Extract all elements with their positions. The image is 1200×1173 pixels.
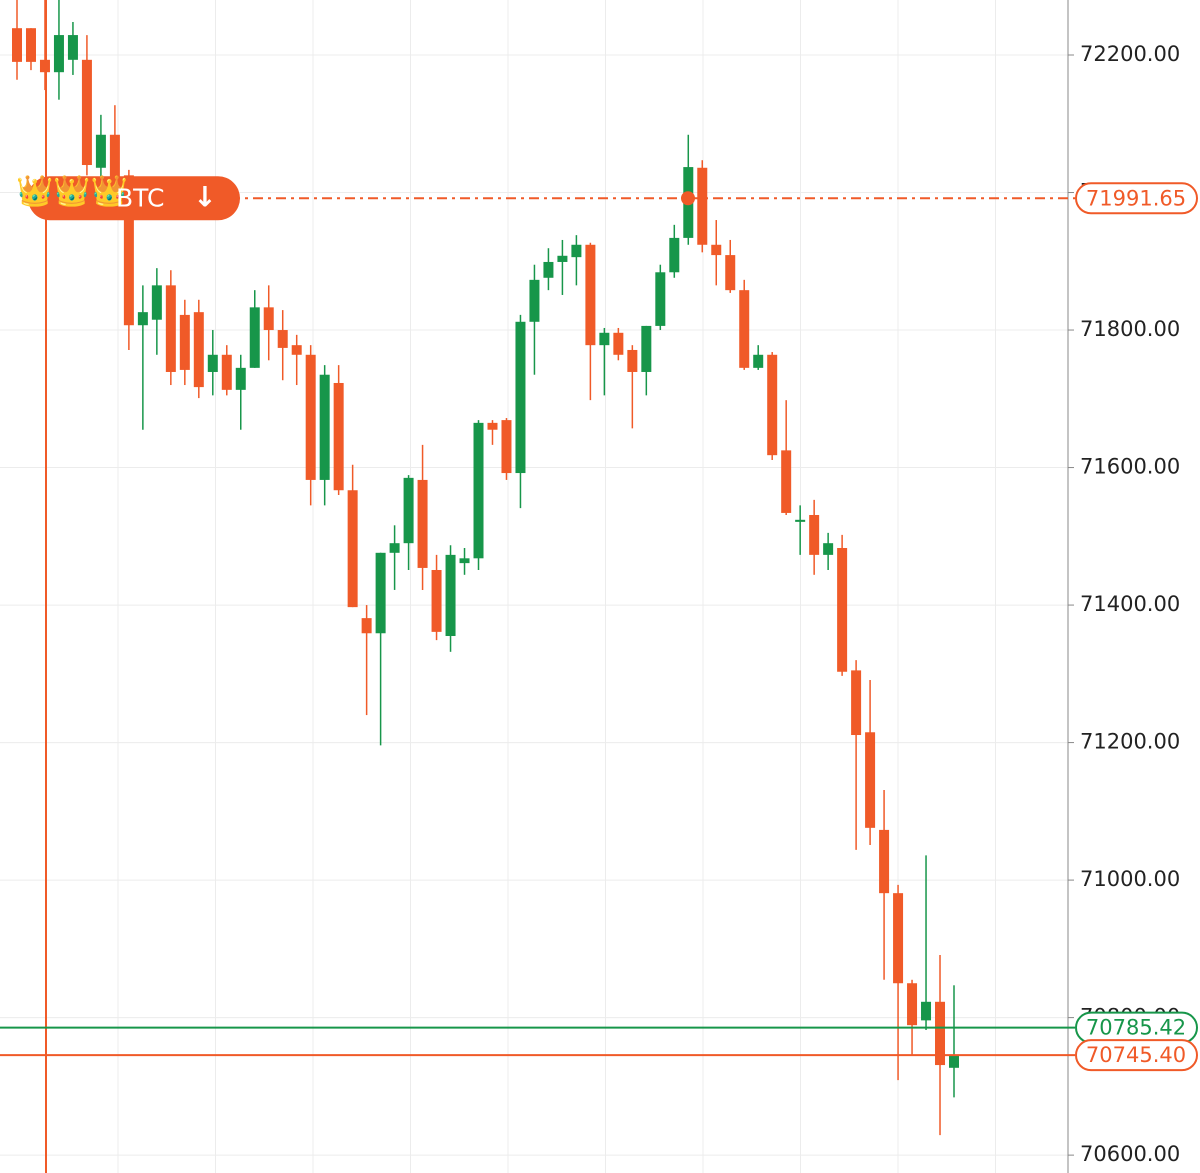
candle-body	[445, 554, 456, 637]
candle-body	[795, 519, 806, 522]
candle-body	[739, 290, 750, 368]
candle-body	[935, 1001, 946, 1066]
candle-body	[137, 312, 148, 326]
candle-body	[431, 569, 442, 632]
candle-body	[823, 543, 834, 555]
candle-body	[459, 558, 470, 564]
price-marker	[681, 191, 695, 206]
candle-body	[781, 450, 792, 513]
candle-body	[67, 35, 78, 60]
candle-body	[291, 345, 302, 355]
candle-body	[25, 28, 36, 62]
candle-body	[697, 167, 708, 245]
y-tick-label: 71400.00	[1080, 592, 1180, 616]
candle-body	[851, 670, 862, 736]
price-label: 70785.42	[1086, 1016, 1186, 1040]
badge-icon: 👑👑👑	[16, 174, 128, 209]
candle-body	[921, 1001, 932, 1021]
price-label-box	[1075, 1039, 1198, 1072]
candle-body	[473, 422, 484, 559]
candle-body	[865, 732, 876, 828]
candle-body	[711, 244, 722, 256]
candle-body	[529, 279, 540, 322]
candle-body	[753, 354, 764, 368]
candle-body	[12, 28, 22, 62]
candle-body	[333, 382, 344, 491]
candle-body	[725, 255, 736, 291]
candle-body	[263, 307, 274, 331]
candle-body	[193, 312, 204, 388]
candle-body	[487, 422, 498, 430]
candle-body	[151, 285, 162, 320]
candle-body	[165, 285, 176, 372]
candle-body	[557, 255, 568, 262]
candle-body	[949, 1055, 959, 1068]
candle-body	[123, 175, 134, 326]
candle-body	[893, 893, 904, 984]
candle-body	[837, 547, 848, 672]
candle-body	[207, 354, 218, 372]
candle-body	[235, 367, 246, 390]
candle-body	[347, 490, 358, 608]
candle-body	[277, 330, 288, 348]
y-tick-label: 70600.00	[1080, 1142, 1180, 1166]
candle-body	[403, 477, 414, 544]
candle-body	[361, 618, 372, 634]
candle-body	[627, 349, 638, 372]
candle-body	[879, 829, 890, 894]
candle-body	[53, 35, 64, 73]
y-tick-label: 71000.00	[1080, 867, 1180, 891]
candle-body	[655, 272, 666, 326]
badge-arrow: ↓	[193, 180, 216, 213]
candle-body	[95, 134, 106, 168]
candle-body	[613, 332, 624, 355]
candle-body	[81, 59, 92, 166]
candle-body	[389, 543, 400, 553]
candle-body	[515, 321, 526, 474]
candle-body	[417, 479, 428, 568]
y-tick-label: 71600.00	[1080, 455, 1180, 479]
candle-body	[501, 420, 512, 474]
y-tick-label: 71200.00	[1080, 730, 1180, 754]
candle-body	[809, 514, 820, 555]
candle-body	[907, 983, 918, 1026]
candle-body	[543, 261, 554, 278]
candle-body	[599, 332, 610, 346]
badge-box	[28, 176, 240, 221]
price-label: 71991.65	[1086, 186, 1186, 210]
candle-body	[319, 374, 330, 480]
candle-body	[39, 59, 50, 73]
y-tick-label: 71800.00	[1080, 317, 1180, 341]
candle-body	[585, 244, 596, 346]
candle-body	[305, 354, 316, 480]
candle-body	[641, 325, 652, 372]
candle-body	[109, 134, 120, 201]
y-tick-label: 72200.00	[1080, 42, 1180, 66]
candle-body	[669, 237, 680, 273]
price-label-box	[1075, 182, 1198, 215]
badge-text: BTC	[116, 183, 164, 212]
candle-body	[571, 244, 582, 258]
candle-body	[221, 354, 232, 390]
candle-body	[767, 354, 778, 456]
price-label: 70745.40	[1086, 1043, 1186, 1067]
candle-body	[249, 307, 260, 368]
candle-body	[375, 552, 386, 634]
candle-body	[179, 314, 190, 370]
